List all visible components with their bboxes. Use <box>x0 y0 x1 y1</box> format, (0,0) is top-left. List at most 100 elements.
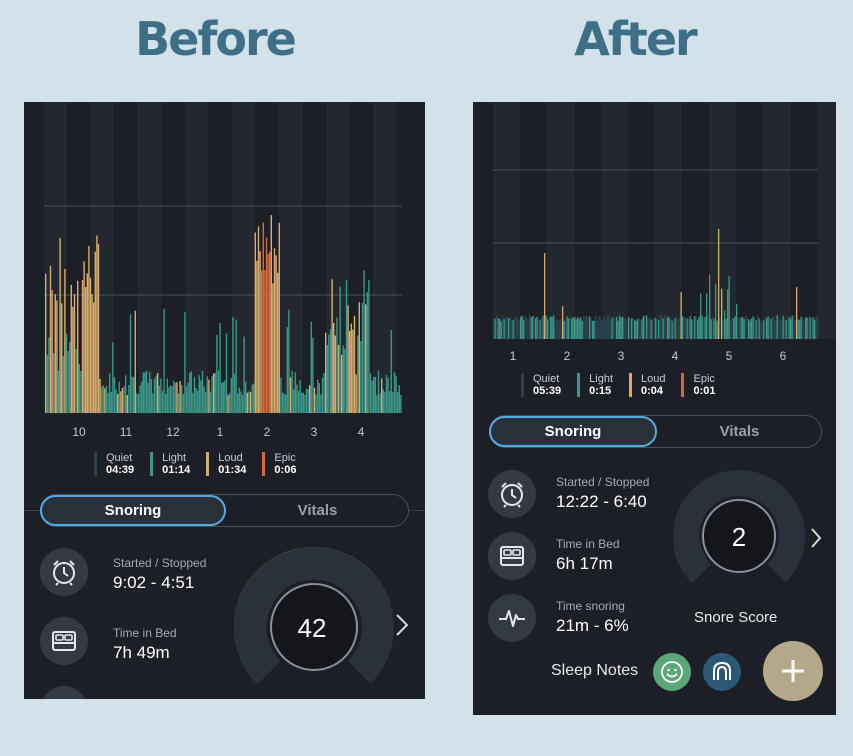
chevron-right-icon[interactable] <box>809 526 823 550</box>
chart-bar <box>333 323 335 413</box>
x-tick-label: 3 <box>618 349 625 363</box>
chart-bar <box>181 384 183 413</box>
chart-bar <box>751 318 753 339</box>
chart-bar <box>652 318 654 339</box>
chart-bar <box>305 388 308 413</box>
chart-bar <box>616 316 618 339</box>
tab-vitals[interactable]: Vitals <box>719 423 760 440</box>
chart-bar <box>718 229 720 339</box>
tab-snoring[interactable]: Snoring <box>489 416 657 447</box>
chart-bar <box>665 315 667 339</box>
chart-bar <box>139 385 141 413</box>
chart-bar <box>91 294 93 413</box>
chart-bar <box>161 390 164 413</box>
chart-bar <box>689 315 691 339</box>
chart-bar <box>547 319 549 339</box>
chart-bar <box>371 380 373 413</box>
chart-bar <box>339 286 341 413</box>
chart-bar <box>784 318 786 339</box>
chart-bar <box>643 315 645 339</box>
chart-bar <box>742 316 744 339</box>
chart-bar <box>105 386 108 413</box>
chart-bar <box>97 244 100 413</box>
chart-bar <box>554 320 556 339</box>
chart-bar <box>560 318 562 339</box>
before-legend: Quiet 04:39 Light 01:14 Loud 01:34 Epic 0:06 <box>94 452 312 476</box>
chart-bar <box>361 302 364 413</box>
chart-bar <box>598 315 600 339</box>
chart-bar <box>110 391 112 413</box>
chart-bar <box>280 377 282 413</box>
chart-bar <box>599 316 601 339</box>
chart-bar <box>536 316 538 339</box>
chart-bar <box>563 320 565 339</box>
divider <box>24 510 40 511</box>
chart-bar <box>794 319 796 339</box>
chart-bar <box>270 215 272 413</box>
chart-bar <box>69 342 71 413</box>
smiley-icon[interactable] <box>653 653 691 691</box>
chart-bar <box>96 235 98 413</box>
chart-bar <box>688 318 690 339</box>
chart-bar <box>259 251 261 413</box>
chart-bar <box>653 316 655 339</box>
chart-bar <box>296 384 298 413</box>
chart-bar <box>88 245 90 413</box>
chart-bar <box>571 318 573 339</box>
chart-bar <box>325 332 327 413</box>
chart-bar <box>208 379 210 413</box>
add-button[interactable] <box>763 641 823 701</box>
tab-vitals[interactable]: Vitals <box>297 502 338 519</box>
chart-bar <box>788 316 790 339</box>
chart-bar <box>584 316 586 339</box>
time-snoring-label: Time snoring <box>556 599 625 613</box>
after-tab-switcher: Snoring Vitals <box>489 415 822 448</box>
chart-bar <box>568 318 570 339</box>
tab-snoring[interactable]: Snoring <box>40 495 226 526</box>
chart-bar <box>366 292 368 413</box>
chart-bar <box>562 306 564 339</box>
chart-bar <box>745 315 747 339</box>
chart-bar <box>312 337 314 413</box>
chart-bar <box>736 303 738 339</box>
chart-bar <box>565 318 567 339</box>
chart-bar <box>550 316 552 339</box>
chart-bar <box>515 315 517 339</box>
chart-bar <box>811 317 813 339</box>
before-app-screen: 10 11 12 1 2 3 4 Quiet 04:39 Light 01:14 Loud 01:34… <box>24 102 425 699</box>
chart-bar <box>331 279 333 413</box>
chart-bar <box>182 394 184 413</box>
chart-bar <box>499 318 501 339</box>
bed-icon <box>488 532 536 580</box>
chart-bar <box>315 394 317 413</box>
chart-bar <box>760 320 762 339</box>
chart-bar <box>646 315 648 339</box>
chart-bar <box>102 385 104 413</box>
chart-bar <box>326 345 328 413</box>
chart-bar <box>262 222 264 413</box>
snore-score-value: 42 <box>298 613 327 643</box>
chart-bar <box>527 318 529 339</box>
chart-bar <box>649 316 651 339</box>
chart-bar <box>72 306 74 413</box>
chart-bar <box>590 318 592 339</box>
before-snoring-chart: 10 11 12 1 2 3 4 <box>44 102 402 439</box>
plus-icon <box>782 660 804 682</box>
chart-bar <box>227 394 229 413</box>
chart-bar <box>625 317 627 339</box>
chart-bar <box>341 354 343 413</box>
x-tick-label: 6 <box>780 349 787 363</box>
chart-bar <box>779 317 781 339</box>
chart-bar <box>184 312 186 413</box>
chart-bar <box>121 388 124 413</box>
legend-swatch <box>94 452 97 476</box>
gauge-center-ring <box>702 499 776 573</box>
x-tick-label: 5 <box>726 349 733 363</box>
chart-bar <box>317 379 319 413</box>
chart-bar <box>574 316 576 339</box>
chevron-right-icon[interactable] <box>394 612 410 638</box>
before-tab-switcher: Snoring Vitals <box>40 494 409 527</box>
chart-bar <box>614 318 616 339</box>
chart-bar <box>337 344 340 413</box>
mouthguard-icon[interactable] <box>703 653 741 691</box>
